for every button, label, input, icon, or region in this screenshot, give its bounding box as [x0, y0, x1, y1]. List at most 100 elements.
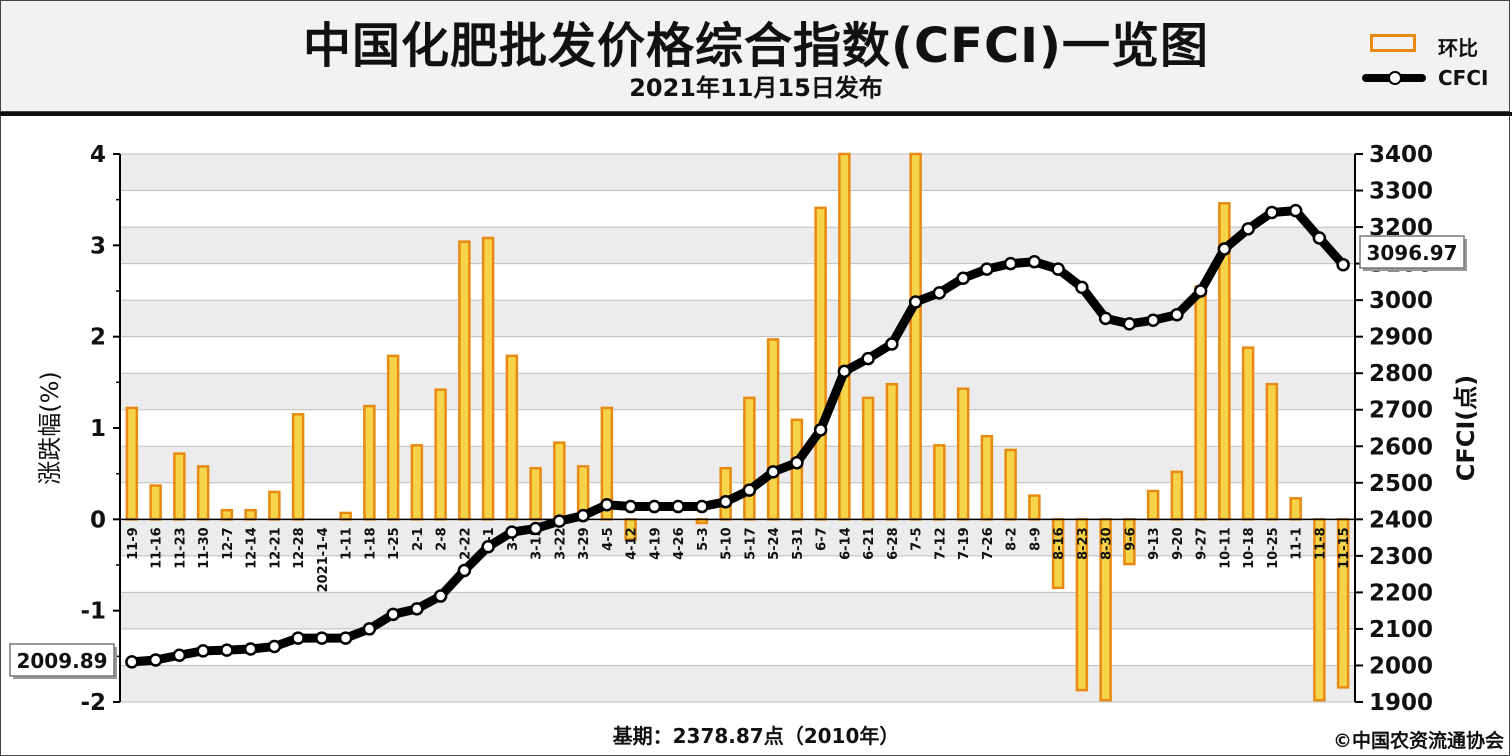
cfci-line: [127, 206, 1348, 667]
bar-11-9: [125, 406, 139, 521]
x-tick-label: 5-3: [696, 527, 711, 551]
x-tick-label: 8-30: [1100, 527, 1115, 560]
x-tick-label: 2-22: [458, 527, 473, 560]
x-tick-label: 12-28: [292, 527, 307, 569]
x-tick-label: 4-19: [648, 527, 663, 560]
bar-12-28: [291, 413, 305, 521]
cfci-point-8-30: [1098, 311, 1113, 326]
cfci-point-11-8: [1312, 231, 1327, 245]
right-tick-label: 3400: [1369, 142, 1433, 168]
bar-6-28: [885, 382, 899, 521]
cfci-point-8-23: [1075, 280, 1089, 295]
right-tick-label: 2700: [1369, 398, 1433, 424]
plot-band: [120, 665, 1355, 702]
bar-11-16: [149, 484, 162, 521]
right-tick-label: 2600: [1369, 434, 1433, 460]
cfci-point-7-12: [932, 286, 947, 300]
bar-1-25: [386, 354, 400, 521]
cfci-point-4-26: [671, 499, 685, 514]
right-tick-label: 3300: [1369, 179, 1433, 205]
bar-12-21: [268, 490, 281, 521]
x-tick-label: 12-21: [268, 527, 283, 569]
left-tick-label: 3: [90, 233, 106, 259]
bar-2-1: [410, 444, 424, 521]
bar-7-19: [956, 387, 970, 521]
x-tick-label: 4-5: [601, 527, 616, 551]
right-tick-label: 2400: [1369, 507, 1433, 533]
cfci-point-12-14: [243, 642, 258, 656]
legend-bar-label: 环比: [1438, 36, 1478, 60]
bar-2-22: [458, 240, 471, 521]
cfci-point-3-15: [528, 521, 543, 536]
cfci-point-11-16: [148, 653, 163, 667]
bar-3-15: [529, 466, 542, 521]
cfci-point-8-16: [1051, 262, 1065, 276]
x-tick-label: 7-5: [910, 527, 925, 551]
x-tick-label: 9-13: [1147, 527, 1162, 560]
plot-band: [120, 592, 1355, 629]
cfci-point-8-2: [1003, 256, 1018, 271]
x-tick-label: 4-26: [672, 527, 687, 560]
legend-line-label: CFCI: [1438, 66, 1489, 90]
x-tick-label: 11-1: [1290, 527, 1305, 560]
left-tick-label: 0: [90, 507, 106, 533]
x-tick-label: 2021-1-4: [316, 527, 331, 592]
x-tick-label: 1-18: [363, 527, 378, 560]
right-tick-label: 3000: [1369, 288, 1433, 314]
cfci-point-2021-1-4: [315, 631, 329, 645]
cfci-point-3-1: [481, 539, 495, 554]
bar-6-7: [814, 206, 827, 521]
plot-band: [120, 227, 1355, 264]
x-tick-label: 10-25: [1266, 527, 1281, 569]
cfci-point-2-22: [457, 563, 472, 578]
x-tick-label: 7-26: [981, 527, 996, 560]
left-tick-label: 4: [90, 142, 106, 168]
end-value-callout-box: [1359, 235, 1465, 269]
bar-3-8: [505, 354, 519, 521]
x-tick-label: 11-15: [1337, 527, 1352, 569]
cfci-point-6-7: [813, 423, 828, 437]
x-tick-label: 10-18: [1242, 527, 1257, 569]
bar-5-31: [790, 418, 804, 521]
right-tick-label: 2800: [1369, 361, 1433, 387]
bar-9-20: [1170, 470, 1184, 521]
left-tick-label: 1: [90, 416, 106, 442]
x-tick-label: 11-16: [150, 527, 165, 569]
cfci-point-5-24: [766, 465, 780, 479]
x-tick-label: 7-12: [933, 527, 948, 560]
base-period-note: 基期：2378.87点（2010年）: [612, 724, 900, 748]
cfci-point-11-23: [172, 648, 187, 662]
cfci-point-11-30: [196, 644, 210, 658]
x-tick-label: 8-9: [1028, 527, 1043, 551]
cfci-point-5-10: [718, 495, 733, 509]
start-value-callout-label: 2009.89: [16, 649, 107, 673]
cfci-point-10-11: [1217, 242, 1232, 256]
cfci-point-1-25: [386, 607, 400, 622]
x-tick-label: 6-14: [838, 527, 853, 560]
legend: 环比 CFCI: [1362, 30, 1510, 110]
cfci-point-5-3: [695, 499, 709, 514]
cfci-point-12-21: [267, 639, 282, 654]
x-tick-label: 3-22: [553, 527, 568, 560]
x-tick-label: 11-30: [197, 527, 212, 569]
right-tick-label: 2100: [1369, 617, 1433, 643]
x-tick-label: 9-6: [1123, 527, 1138, 551]
bar-5-17: [743, 396, 756, 521]
cfci-point-6-28: [885, 337, 899, 351]
legend-bar-swatch: [1370, 34, 1416, 52]
x-tick-label: 3-15: [530, 527, 545, 560]
x-tick-label: 12-7: [221, 527, 236, 560]
x-tick-label: 5-31: [791, 527, 806, 560]
legend-marker-icon: [1388, 71, 1402, 85]
bar-11-1: [1289, 497, 1302, 521]
header-divider: [0, 112, 1512, 116]
left-axis-title: 涨跌幅(%): [36, 371, 64, 485]
bar-11-30: [196, 465, 210, 521]
x-tick-label: 11-8: [1313, 527, 1328, 560]
x-tick-label: 6-28: [886, 527, 901, 560]
right-axis-title: CFCI(点): [1452, 375, 1480, 482]
cfci-point-8-9: [1027, 255, 1042, 269]
cfci-point-11-15: [1336, 257, 1350, 272]
x-tick-label: 6-7: [815, 527, 830, 551]
